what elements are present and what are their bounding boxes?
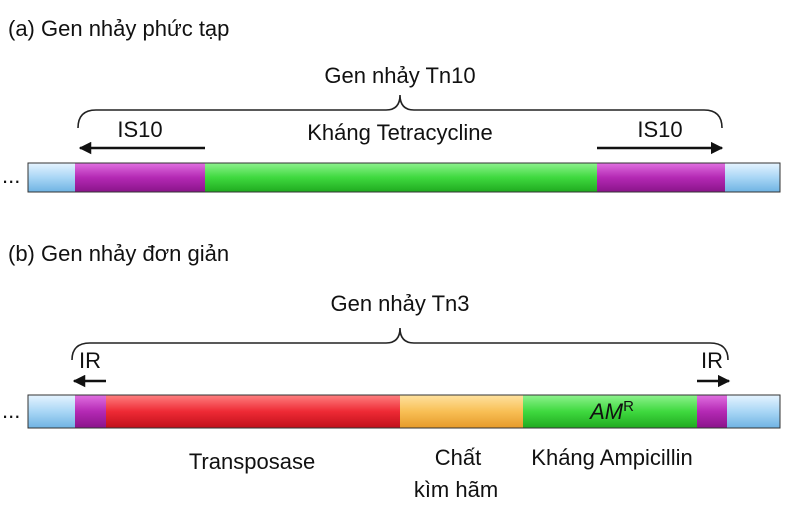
segment bbox=[400, 395, 523, 428]
panel-title: (b) Gen nhảy đơn giản bbox=[8, 241, 229, 266]
segment-label: kìm hãm bbox=[414, 477, 498, 502]
segment-label: IS10 bbox=[117, 117, 162, 142]
segment-label: Chất bbox=[435, 445, 481, 470]
gene-name: AM bbox=[588, 399, 624, 424]
brace-label: Gen nhảy Tn10 bbox=[324, 63, 475, 88]
segment bbox=[28, 163, 75, 192]
segment-label: IS10 bbox=[637, 117, 682, 142]
gene-superscript: R bbox=[623, 398, 634, 415]
segment bbox=[205, 163, 597, 192]
segment-label: IR bbox=[79, 348, 101, 373]
segment bbox=[28, 395, 75, 428]
ellipsis: ... bbox=[2, 163, 20, 188]
segment bbox=[106, 395, 400, 428]
brace bbox=[71, 327, 729, 361]
bar-outline bbox=[27, 162, 781, 193]
segment bbox=[727, 395, 780, 428]
ellipsis: ... bbox=[2, 398, 20, 423]
brace-label: Gen nhảy Tn3 bbox=[330, 291, 469, 316]
segment bbox=[523, 395, 697, 428]
segment bbox=[725, 163, 780, 192]
segment bbox=[597, 163, 725, 192]
dna-bar bbox=[27, 162, 781, 193]
bar-outline bbox=[27, 394, 781, 429]
brace bbox=[77, 94, 723, 129]
segment bbox=[697, 395, 727, 428]
segment-label: Kháng Ampicillin bbox=[531, 445, 692, 470]
dna-bar bbox=[27, 394, 781, 429]
segment-label: Transposase bbox=[189, 449, 315, 474]
segment-label: Kháng Tetracycline bbox=[307, 120, 493, 145]
segment bbox=[75, 395, 106, 428]
segment-label: IR bbox=[701, 348, 723, 373]
gene-label: AMR bbox=[588, 398, 634, 424]
panel-title: (a) Gen nhảy phức tạp bbox=[8, 16, 229, 41]
segment bbox=[75, 163, 205, 192]
